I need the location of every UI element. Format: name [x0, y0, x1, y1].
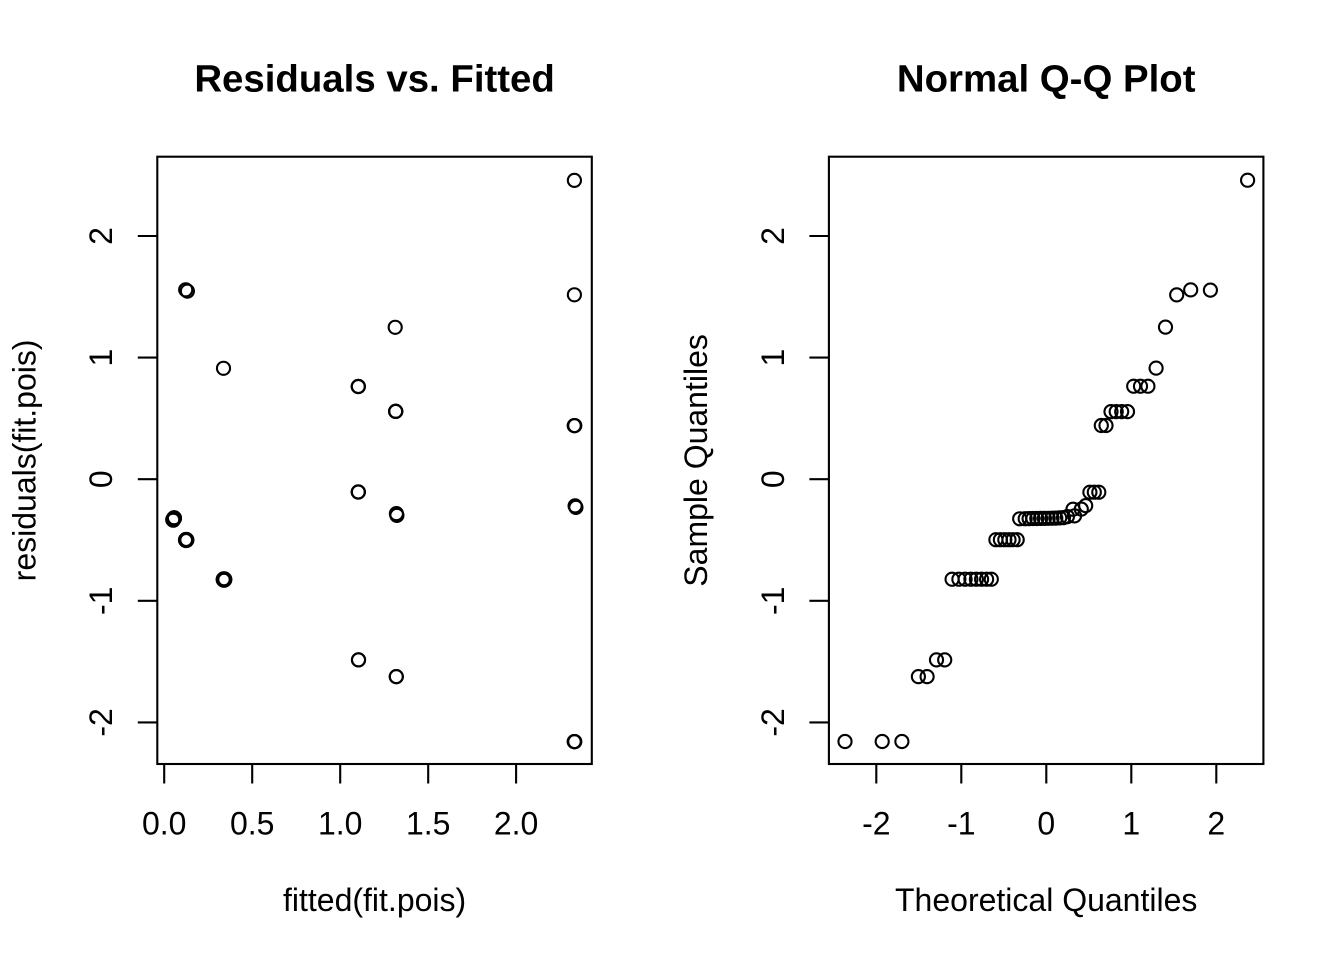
svg-text:Normal Q-Q Plot: Normal Q-Q Plot [897, 58, 1196, 101]
svg-text:fitted(fit.pois): fitted(fit.pois) [283, 882, 466, 918]
svg-text:-1: -1 [947, 806, 975, 842]
svg-text:-2: -2 [862, 806, 890, 842]
svg-text:2: 2 [1207, 806, 1225, 842]
svg-text:0.0: 0.0 [142, 806, 186, 842]
svg-text:1: 1 [1122, 806, 1140, 842]
svg-text:0.5: 0.5 [230, 806, 274, 842]
svg-text:1.0: 1.0 [318, 806, 362, 842]
svg-text:1.5: 1.5 [406, 806, 450, 842]
svg-text:-1: -1 [83, 587, 119, 615]
svg-text:0: 0 [83, 470, 119, 488]
svg-text:1: 1 [755, 349, 791, 367]
svg-text:2: 2 [83, 227, 119, 245]
svg-text:0: 0 [1037, 806, 1055, 842]
svg-text:residuals(fit.pois): residuals(fit.pois) [6, 339, 42, 581]
svg-text:2: 2 [755, 227, 791, 245]
svg-text:Residuals vs. Fitted: Residuals vs. Fitted [194, 58, 555, 101]
svg-text:-2: -2 [83, 708, 119, 736]
svg-text:2.0: 2.0 [494, 806, 538, 842]
svg-text:Sample Quantiles: Sample Quantiles [678, 334, 714, 587]
svg-text:-2: -2 [755, 708, 791, 736]
svg-text:1: 1 [83, 349, 119, 367]
svg-text:Theoretical Quantiles: Theoretical Quantiles [895, 882, 1197, 918]
svg-text:0: 0 [755, 470, 791, 488]
svg-text:-1: -1 [755, 587, 791, 615]
